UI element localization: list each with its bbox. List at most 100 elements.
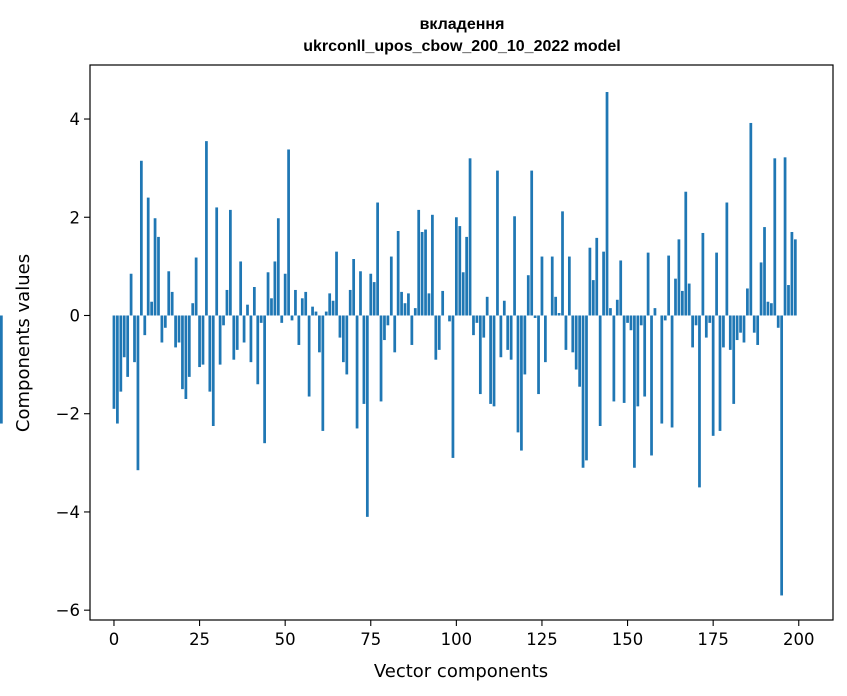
bar bbox=[273, 261, 277, 316]
bar bbox=[396, 231, 400, 316]
bar bbox=[564, 315, 568, 350]
bar bbox=[229, 209, 232, 316]
bar bbox=[218, 315, 222, 365]
bar bbox=[163, 315, 167, 328]
bar bbox=[663, 315, 667, 321]
bar bbox=[643, 315, 647, 397]
bar bbox=[533, 315, 537, 318]
x-axis-ticks: 0 25 50 75 100 125 150 175 200 bbox=[109, 620, 815, 649]
bar bbox=[567, 256, 571, 316]
bar bbox=[629, 315, 633, 331]
bar bbox=[424, 229, 427, 316]
bar bbox=[191, 303, 195, 316]
bar bbox=[502, 300, 506, 316]
plot-frame bbox=[89, 64, 834, 621]
bar bbox=[591, 280, 595, 316]
x-tick-label: 50 bbox=[275, 630, 296, 649]
bar bbox=[787, 285, 790, 316]
bar bbox=[520, 315, 523, 451]
bar bbox=[711, 315, 715, 436]
bar bbox=[793, 239, 797, 316]
bar bbox=[246, 304, 249, 316]
bar bbox=[633, 315, 636, 468]
bar bbox=[718, 315, 722, 431]
y-tick-label: −4 bbox=[56, 503, 80, 522]
bar bbox=[776, 315, 780, 328]
bar bbox=[294, 289, 297, 316]
bar bbox=[393, 315, 397, 353]
bar bbox=[150, 301, 153, 316]
bar bbox=[348, 289, 352, 316]
bar bbox=[722, 315, 725, 348]
bar bbox=[646, 252, 650, 316]
bar bbox=[790, 231, 794, 316]
bar bbox=[451, 315, 455, 458]
bar bbox=[434, 315, 438, 360]
bar bbox=[287, 149, 290, 316]
bar bbox=[174, 315, 177, 348]
bar bbox=[674, 278, 677, 316]
bar bbox=[139, 160, 143, 316]
bar bbox=[581, 315, 585, 468]
chart-subtitle: ukrconll_upos_cbow_200_10_2022 model bbox=[303, 38, 620, 55]
bar bbox=[537, 315, 540, 395]
bar bbox=[215, 207, 219, 316]
bar bbox=[146, 197, 150, 316]
x-tick-label: 25 bbox=[189, 630, 210, 649]
bar bbox=[324, 311, 328, 316]
bar bbox=[420, 231, 424, 316]
bar bbox=[472, 315, 475, 336]
bar bbox=[376, 202, 379, 316]
bar bbox=[698, 315, 701, 488]
bar bbox=[328, 293, 332, 316]
bar bbox=[783, 157, 787, 316]
x-tick-label: 0 bbox=[109, 630, 120, 649]
bar bbox=[752, 315, 756, 333]
bar bbox=[509, 315, 513, 360]
bar bbox=[516, 315, 520, 433]
bar bbox=[266, 272, 270, 316]
bar bbox=[177, 315, 181, 343]
bar bbox=[352, 259, 356, 316]
x-tick-label: 150 bbox=[612, 630, 644, 649]
bar bbox=[133, 315, 136, 363]
bar bbox=[256, 315, 260, 385]
y-tick-label: −2 bbox=[56, 405, 80, 424]
bar bbox=[369, 273, 373, 316]
bar bbox=[701, 232, 705, 316]
bar bbox=[242, 315, 246, 343]
y-tick-label: 0 bbox=[70, 306, 81, 325]
bar bbox=[694, 315, 698, 326]
bar bbox=[478, 315, 482, 395]
bar bbox=[431, 214, 434, 316]
y-tick-label: −6 bbox=[56, 601, 80, 620]
bar bbox=[759, 262, 763, 316]
bar bbox=[252, 287, 256, 316]
bar bbox=[153, 218, 157, 316]
x-tick-label: 200 bbox=[783, 630, 815, 649]
bar bbox=[749, 122, 753, 316]
bar bbox=[410, 315, 414, 345]
bar bbox=[143, 315, 147, 336]
bar bbox=[184, 315, 188, 399]
y-axis-label: Components values bbox=[13, 254, 34, 432]
bar bbox=[413, 308, 417, 316]
bar bbox=[355, 315, 359, 429]
bar bbox=[544, 315, 547, 363]
bar bbox=[499, 315, 503, 358]
bar bbox=[136, 315, 140, 471]
y-axis-ticks: −6 −4 −2 0 2 4 bbox=[56, 110, 90, 620]
bar bbox=[300, 298, 304, 316]
bar bbox=[588, 247, 592, 316]
bar bbox=[338, 315, 342, 338]
bar bbox=[365, 315, 369, 517]
bar bbox=[263, 315, 266, 444]
bar bbox=[342, 315, 345, 363]
bar bbox=[454, 217, 458, 316]
bar bbox=[650, 315, 653, 456]
x-tick-label: 100 bbox=[441, 630, 473, 649]
bar bbox=[756, 315, 760, 345]
bar bbox=[660, 315, 664, 424]
bar bbox=[526, 275, 530, 316]
bar bbox=[653, 308, 657, 316]
